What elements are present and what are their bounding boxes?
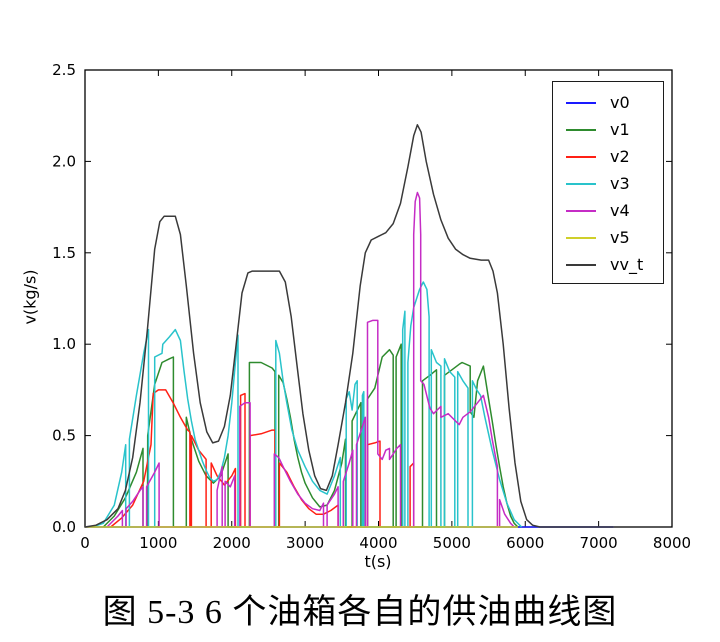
legend-item-v3: v3 [553, 170, 663, 197]
x-tick-label-3000: 3000 [286, 534, 324, 552]
figure-caption: 图 5-3 6 个油箱各自的供油曲线图 [102, 594, 618, 631]
legend-item-v2: v2 [553, 143, 663, 170]
x-tick-label-1000: 1000 [139, 534, 177, 552]
legend-item-v1: v1 [553, 116, 663, 143]
legend-swatch-v0 [566, 101, 596, 104]
legend-swatch-vv_t [566, 263, 596, 266]
legend-swatch-v1 [566, 128, 596, 131]
y-axis-label: v(kg/s) [20, 269, 40, 325]
x-tick-label-5000: 5000 [433, 534, 471, 552]
y-tick-label-2.5: 2.5 [52, 61, 76, 79]
y-tick-label-0.0: 0.0 [52, 518, 76, 536]
legend-swatch-v5 [566, 236, 596, 239]
legend-label-v1: v1 [610, 120, 630, 139]
y-tick-label-1.0: 1.0 [52, 335, 76, 353]
legend-item-v5: v5 [553, 224, 663, 251]
x-tick-label-0: 0 [80, 534, 90, 552]
x-tick-label-8000: 8000 [653, 534, 691, 552]
series-line-vv_t [84, 124, 614, 528]
legend-item-vv_t: vv_t [553, 251, 663, 278]
legend-label-v5: v5 [610, 228, 630, 247]
legend-label-vv_t: vv_t [610, 255, 644, 274]
series-line-v3 [92, 281, 523, 528]
x-tick-label-2000: 2000 [213, 534, 251, 552]
series-line-v4 [106, 191, 515, 528]
legend-item-v0: v0 [553, 89, 663, 116]
y-tick-label-2.0: 2.0 [52, 152, 76, 170]
legend-item-v4: v4 [553, 197, 663, 224]
legend-swatch-v3 [566, 182, 596, 185]
y-tick-label-1.5: 1.5 [52, 244, 76, 262]
legend-label-v3: v3 [610, 174, 630, 193]
legend: v0 v1 v2 v3 v4 v5 vv_t [552, 81, 664, 284]
legend-label-v4: v4 [610, 201, 630, 220]
x-tick-label-4000: 4000 [359, 534, 397, 552]
legend-swatch-v2 [566, 155, 596, 158]
y-tick-label-0.5: 0.5 [52, 427, 76, 445]
x-axis-label: t(s) [364, 552, 392, 571]
x-tick-label-7000: 7000 [580, 534, 618, 552]
legend-label-v2: v2 [610, 147, 630, 166]
legend-swatch-v4 [566, 209, 596, 212]
series-line-v1 [102, 343, 519, 528]
x-tick-label-6000: 6000 [506, 534, 544, 552]
legend-label-v0: v0 [610, 93, 630, 112]
